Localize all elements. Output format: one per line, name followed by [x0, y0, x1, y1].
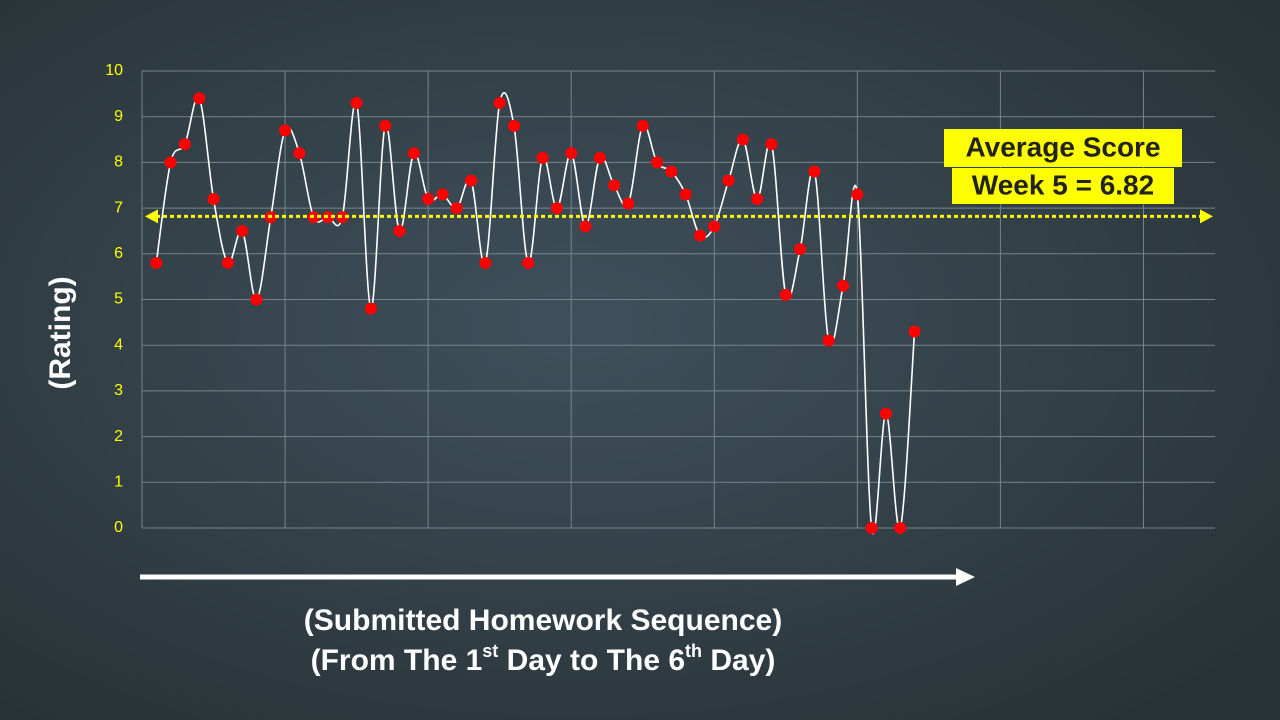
- data-point: [665, 165, 678, 178]
- x-axis-label: (From The 1st Day to The 6th Day): [311, 641, 776, 677]
- data-point: [679, 188, 692, 201]
- data-point: [736, 133, 749, 146]
- data-point: [579, 220, 592, 233]
- data-point: [765, 138, 778, 151]
- data-point: [722, 174, 735, 187]
- data-point: [565, 147, 578, 160]
- data-point: [622, 197, 635, 210]
- data-point: [450, 202, 463, 215]
- data-point: [193, 92, 206, 105]
- y-tick-label: 6: [114, 245, 123, 262]
- data-point: [293, 147, 306, 160]
- annotation-box: [952, 168, 1174, 204]
- data-point: [522, 256, 535, 269]
- data-point: [794, 243, 807, 256]
- y-axis-label: (Rating): [44, 276, 77, 389]
- data-point: [178, 138, 191, 151]
- data-point: [865, 522, 878, 534]
- y-tick-label: 9: [114, 108, 123, 125]
- arrow-head: [145, 209, 158, 224]
- data-point: [536, 151, 549, 164]
- y-tick-label: 2: [114, 428, 123, 445]
- x-axis-label: (Submitted Homework Sequence): [304, 604, 782, 637]
- data-point: [164, 156, 177, 169]
- data-point: [236, 224, 249, 237]
- data-point: [507, 119, 520, 132]
- y-tick-label: 1: [114, 474, 123, 491]
- data-point: [379, 119, 392, 132]
- data-point: [350, 96, 363, 109]
- label-part: (From The 1: [311, 644, 483, 677]
- arrow-head: [956, 568, 975, 586]
- data-point: [751, 192, 764, 205]
- y-tick-label: 5: [114, 291, 123, 308]
- data-point: [908, 325, 921, 338]
- data-point: [651, 156, 664, 169]
- y-tick-label: 8: [114, 154, 123, 171]
- data-point: [207, 192, 220, 205]
- data-point: [479, 256, 492, 269]
- data-point: [150, 256, 163, 269]
- annotation-box: [944, 129, 1182, 167]
- data-point: [894, 522, 907, 534]
- label-part: Day): [702, 644, 775, 677]
- data-point: [693, 229, 706, 242]
- data-point: [550, 202, 563, 215]
- data-point: [808, 165, 821, 178]
- y-tick-label: 3: [114, 382, 123, 399]
- superscript: th: [685, 641, 702, 661]
- data-point: [822, 334, 835, 347]
- data-point: [493, 96, 506, 109]
- data-point: [879, 407, 892, 420]
- data-point: [851, 188, 864, 201]
- data-point: [407, 147, 420, 160]
- superscript: st: [482, 641, 498, 661]
- data-point: [250, 293, 263, 306]
- data-point: [837, 279, 850, 292]
- data-point: [436, 188, 449, 201]
- data-point: [422, 192, 435, 205]
- data-point: [221, 256, 234, 269]
- data-point: [708, 220, 721, 233]
- data-point: [279, 124, 292, 137]
- label-part: Day to The 6: [498, 644, 685, 677]
- y-tick-label: 7: [114, 199, 123, 216]
- plot: [150, 92, 921, 534]
- y-tick-label: 0: [114, 519, 123, 536]
- data-point: [593, 151, 606, 164]
- data-point: [465, 174, 478, 187]
- annotation: Average Score: [965, 131, 1160, 162]
- data-point: [364, 302, 377, 315]
- data-point: [393, 224, 406, 237]
- data-point: [636, 119, 649, 132]
- annotation: Week 5 = 6.82: [972, 169, 1154, 200]
- grid: [141, 70, 1215, 529]
- y-tick-label: 10: [105, 62, 123, 79]
- arrow-head: [1200, 209, 1213, 224]
- y-tick-label: 4: [114, 336, 123, 353]
- data-point: [779, 288, 792, 301]
- data-point: [608, 179, 621, 192]
- data-point: [336, 211, 349, 224]
